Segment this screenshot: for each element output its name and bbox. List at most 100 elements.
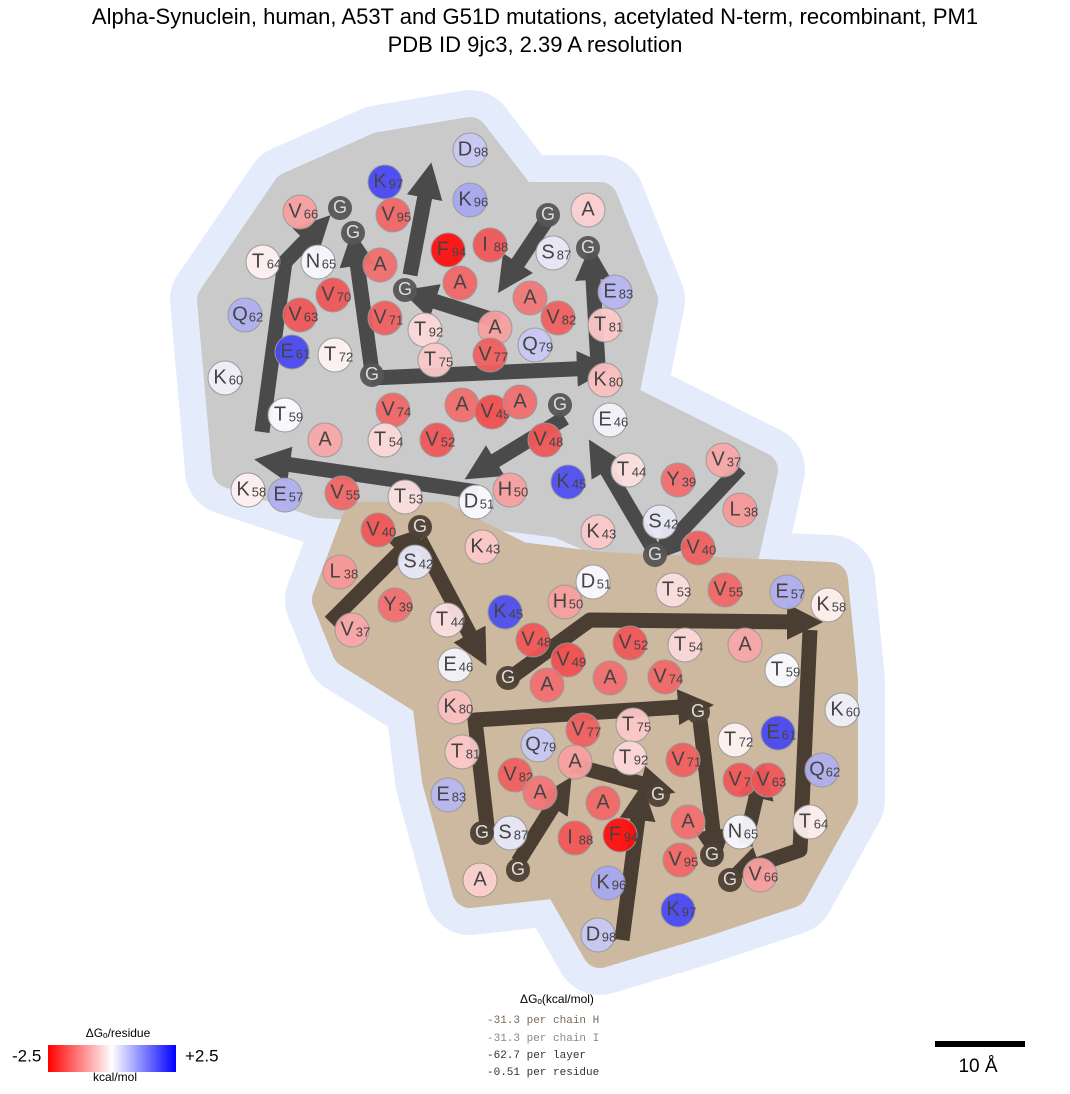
residue-letter: T xyxy=(622,713,634,735)
residue-circle xyxy=(705,442,741,478)
residue-letter: T xyxy=(617,458,629,480)
backbone-arrow xyxy=(402,162,443,277)
residue-letter: T xyxy=(414,318,426,340)
residue-number: 52 xyxy=(634,637,648,652)
residue-letter: A xyxy=(568,750,582,772)
residue-circle xyxy=(550,464,586,500)
backbone-arrow xyxy=(588,439,662,556)
residue-circle xyxy=(700,843,724,867)
residue-letter: V xyxy=(748,863,762,885)
residue-letter: F xyxy=(609,823,621,845)
residue-number: 65 xyxy=(322,256,336,271)
residue-number: 74 xyxy=(669,671,683,686)
scale-bar xyxy=(935,1041,1025,1047)
residue-letter: A xyxy=(455,393,469,415)
residue-circle xyxy=(387,479,423,515)
residue-letter: V xyxy=(618,631,632,653)
residue-circle xyxy=(227,297,263,333)
residue-number: 87 xyxy=(514,827,528,842)
residue-letter: V xyxy=(288,200,302,222)
residue-circle xyxy=(590,865,626,901)
residue-letter: H xyxy=(553,590,567,612)
residue-circle xyxy=(557,820,593,856)
residue-circle xyxy=(274,334,310,370)
residue-circle xyxy=(665,742,701,778)
residue-number: 72 xyxy=(739,734,753,749)
residue-circle xyxy=(334,612,370,648)
residue-circle xyxy=(527,422,563,458)
residue-circle xyxy=(643,543,667,567)
residue-circle xyxy=(575,564,611,600)
residue-circle xyxy=(548,393,572,417)
residue-number: 63 xyxy=(772,774,786,789)
residue-letter: K xyxy=(493,600,507,622)
residue-letter: A xyxy=(513,390,527,412)
residue-number: 42 xyxy=(419,556,433,571)
residue-circle xyxy=(230,472,266,508)
residue-letter: D xyxy=(464,490,478,512)
residue-letter: T xyxy=(674,633,686,655)
residue-letter: T xyxy=(374,428,386,450)
residue-number: 74 xyxy=(397,404,411,419)
residue-letter: K xyxy=(596,871,610,893)
residue-circle xyxy=(430,232,466,268)
residue-number: 40 xyxy=(702,542,716,557)
backbone-arrow xyxy=(652,462,746,562)
backbone-arrow xyxy=(498,213,555,293)
residue-letter: G xyxy=(501,667,515,687)
residue-letter: G xyxy=(511,859,525,879)
backbone-arrow xyxy=(324,527,425,628)
residue-letter: V xyxy=(653,665,667,687)
backbone-arrow xyxy=(254,446,480,500)
stats-line: -0.51 per residue xyxy=(487,1067,599,1079)
residue-letter: G xyxy=(705,844,719,864)
residue-letter: G xyxy=(553,394,567,414)
residue-circle xyxy=(506,858,530,882)
residue-circle xyxy=(612,625,648,661)
residue-letter: K xyxy=(213,366,227,388)
residue-letter: V xyxy=(330,481,344,503)
residue-number: 57 xyxy=(791,586,805,601)
residue-letter: S xyxy=(498,821,511,843)
residue-number: 46 xyxy=(614,414,628,429)
residue-number: 58 xyxy=(252,484,266,499)
residue-circle xyxy=(576,236,600,260)
residue-letter: G xyxy=(651,784,665,804)
residue-circle xyxy=(429,602,465,638)
residue-circle xyxy=(660,892,696,928)
residue-number: 42 xyxy=(664,516,678,531)
residue-number: 95 xyxy=(684,854,698,869)
residue-circle xyxy=(517,327,553,363)
residue-circle xyxy=(300,244,336,280)
residue-letter: V xyxy=(668,848,682,870)
legend-title: ΔGₒ/residue xyxy=(86,1026,151,1040)
residue-circle xyxy=(452,182,488,218)
residue-letter: V xyxy=(503,763,517,785)
residue-letter: T xyxy=(451,740,463,762)
residue-number: 55 xyxy=(346,487,360,502)
residue-letter: K xyxy=(556,470,570,492)
residue-circle xyxy=(462,862,498,898)
residue-number: 50 xyxy=(514,484,528,499)
residue-number: 88 xyxy=(494,239,508,254)
residue-letter: E xyxy=(443,653,456,675)
residue-circle xyxy=(245,244,281,280)
residue-letter: A xyxy=(473,868,487,890)
residue-letter: V xyxy=(321,283,335,305)
residue-number: 79 xyxy=(542,739,556,754)
residue-circle xyxy=(393,278,417,302)
residue-letter: Q xyxy=(809,758,825,780)
residue-letter: E xyxy=(280,340,293,362)
residue-letter: E xyxy=(273,483,286,505)
residue-number: 94 xyxy=(624,829,638,844)
residue-circle xyxy=(642,504,678,540)
residue-circle xyxy=(570,192,606,228)
residue-circle xyxy=(557,744,593,780)
residue-number: 81 xyxy=(466,746,480,761)
residue-circle xyxy=(660,462,696,498)
residue-number: 44 xyxy=(632,464,646,479)
residue-number: 58 xyxy=(832,599,846,614)
residue-letter: N xyxy=(728,820,742,842)
residue-number: 64 xyxy=(814,816,828,831)
residue-number: 92 xyxy=(634,752,648,767)
